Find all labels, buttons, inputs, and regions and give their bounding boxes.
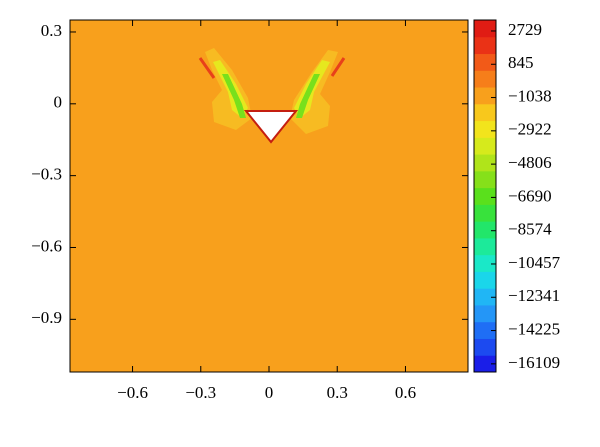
colorbar-tick-label: −6690 — [508, 186, 552, 205]
x-tick-label: −0.3 — [185, 383, 216, 402]
x-tick-label: −0.6 — [117, 383, 148, 402]
contour-features — [198, 48, 346, 144]
plot-area — [70, 20, 468, 372]
colorbar-tick-label: −4806 — [508, 153, 552, 172]
y-tick-label: 0.3 — [41, 21, 62, 40]
colorbar-band — [474, 288, 496, 306]
colorbar-band — [474, 338, 496, 356]
colorbar-band — [474, 53, 496, 71]
colorbar-tick-label: −1038 — [508, 86, 552, 105]
right-edge-streak — [330, 57, 346, 77]
colorbar-tick-label: −14225 — [508, 319, 560, 338]
y-tick-label: 0 — [54, 93, 63, 112]
colorbar-band — [474, 103, 496, 122]
colorbar-band — [474, 221, 496, 239]
colorbar-frame — [473, 19, 497, 373]
colorbar-band — [474, 254, 496, 272]
right-wing-core — [296, 74, 320, 118]
colorbar-band — [474, 204, 496, 222]
colorbar-band — [474, 154, 496, 172]
colorbar-band — [474, 321, 496, 339]
left-edge-streak — [198, 57, 216, 79]
colorbar-band — [474, 70, 496, 88]
colorbar-tick-label: 2729 — [508, 20, 542, 39]
colorbar-tick-label: −12341 — [508, 286, 560, 305]
x-tick-label: 0.6 — [395, 383, 416, 402]
colorbar-tick-label: −2922 — [508, 120, 552, 139]
colorbar-band — [474, 237, 496, 256]
colorbar-band — [474, 304, 496, 323]
y-tick-label: −0.9 — [31, 308, 62, 327]
colorbar-band — [474, 36, 496, 55]
colorbar-tick-label: −10457 — [508, 253, 561, 272]
colorbar-tick-label: −16109 — [508, 353, 560, 372]
colorbar-band — [474, 355, 496, 373]
colorbar-band — [474, 87, 496, 105]
colorbar-tick-label: 845 — [508, 53, 534, 72]
x-tick-label: 0 — [265, 383, 274, 402]
obstacle-triangle — [243, 110, 299, 144]
colorbar-band — [474, 137, 496, 155]
x-tick-label: 0.3 — [327, 383, 348, 402]
y-tick-label: −0.6 — [31, 236, 62, 255]
colorbar-tick-label: −8574 — [508, 220, 552, 239]
colorbar-band — [474, 187, 496, 205]
y-tick-label: −0.3 — [31, 165, 62, 184]
colorbar-band — [474, 170, 496, 189]
left-wing-core — [222, 74, 246, 118]
colorbar-band — [474, 120, 496, 138]
colorbar-band — [474, 271, 496, 289]
colorbar-band — [474, 20, 496, 38]
